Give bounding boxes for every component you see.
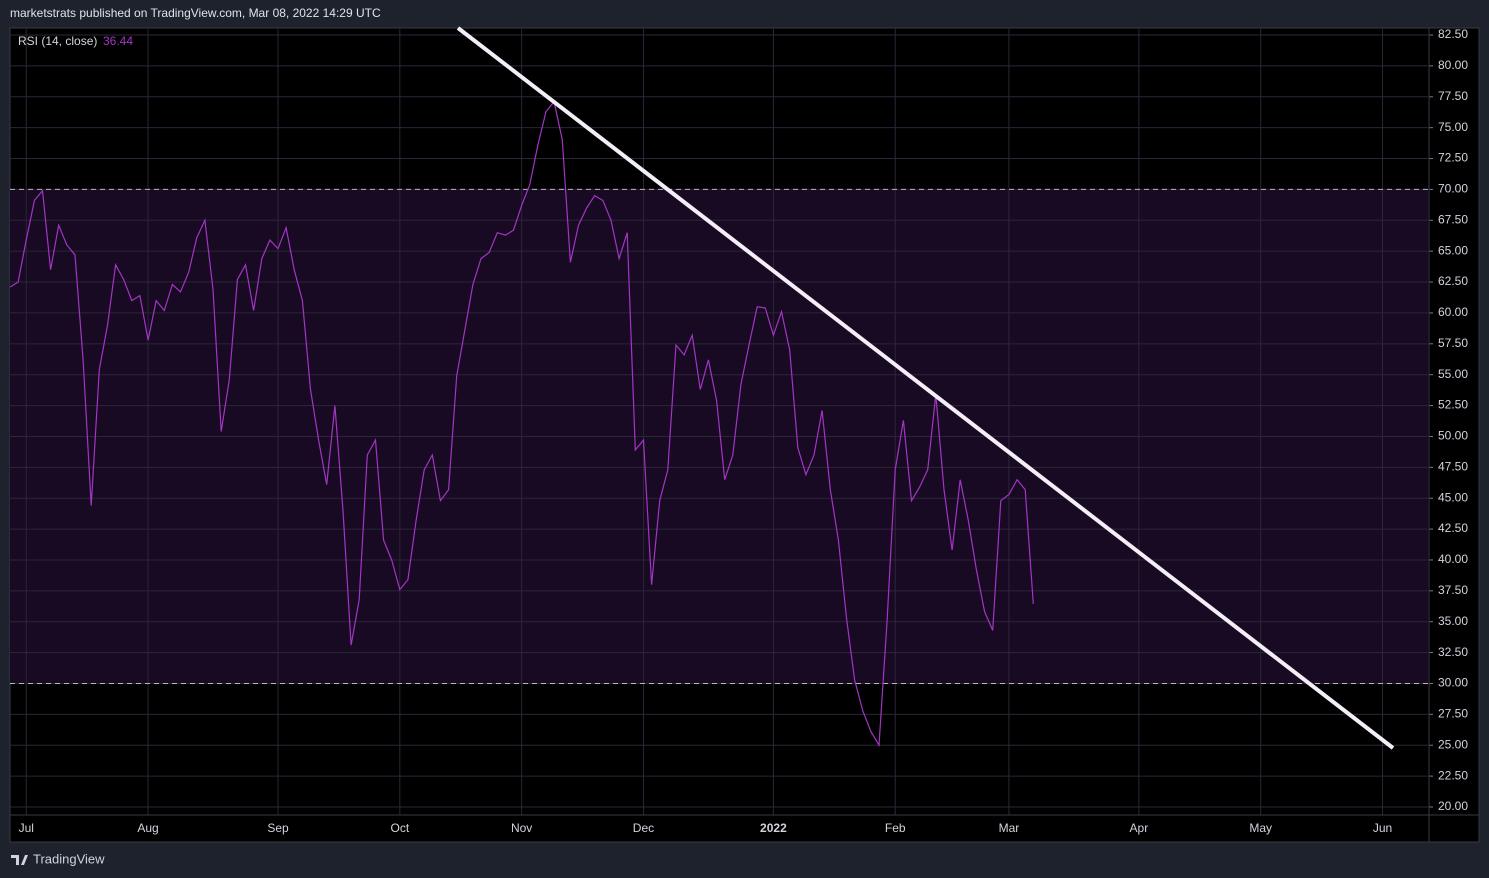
trendline [456,26,1395,750]
y-tick-label: 62.50 [1438,274,1468,288]
y-tick-label: 20.00 [1438,799,1468,813]
y-tick-label: 30.00 [1438,676,1468,690]
y-tick-label: 77.50 [1438,89,1468,103]
x-tick-label: Nov [511,821,532,835]
y-tick-label: 70.00 [1438,182,1468,196]
x-tick-label: Apr [1130,821,1149,835]
y-tick-label: 50.00 [1438,429,1468,443]
indicator-value: 36.44 [103,34,133,48]
y-tick-label: 82.50 [1438,27,1468,41]
x-tick-label: Dec [633,821,654,835]
x-tick-label: Jun [1373,821,1392,835]
y-tick-label: 27.50 [1438,707,1468,721]
y-tick-label: 25.00 [1438,737,1468,751]
y-tick-label: 35.00 [1438,614,1468,628]
header: marketstrats published on TradingView.co… [10,6,381,20]
x-tick-label: May [1249,821,1272,835]
y-tick-label: 42.50 [1438,521,1468,535]
y-tick-label: 22.50 [1438,768,1468,782]
y-tick-label: 60.00 [1438,305,1468,319]
y-tick-label: 45.00 [1438,490,1468,504]
x-tick-label: 2022 [760,821,787,835]
logo [11,855,28,865]
y-tick-label: 72.50 [1438,151,1468,165]
x-tick-label: Jul [19,821,34,835]
indicator-label: RSI (14, close) [18,34,97,48]
y-tick-label: 32.50 [1438,645,1468,659]
x-tick-label: Feb [885,821,906,835]
y-tick-label: 57.50 [1438,336,1468,350]
y-tick-label: 80.00 [1438,58,1468,72]
y-tick-label: 67.50 [1438,212,1468,226]
y-tick-label: 40.00 [1438,552,1468,566]
y-tick-label: 37.50 [1438,583,1468,597]
y-tick-label: 52.50 [1438,398,1468,412]
x-tick-label: Aug [137,821,158,835]
rsi-line [9,100,1034,748]
y-tick-label: 75.00 [1438,120,1468,134]
x-tick-label: Oct [390,821,409,835]
y-tick-label: 65.00 [1438,243,1468,257]
x-tick-label: Mar [999,821,1020,835]
logo-mark [11,855,28,865]
y-tick-label: 55.00 [1438,367,1468,381]
footer: TradingView [33,851,105,866]
x-tick-label: Sep [267,821,289,835]
y-tick-label: 47.50 [1438,459,1468,473]
plot-area: 20.00 22.50 25.00 27.50 30.00 32.50 35.00 37.50… [9,27,1468,835]
